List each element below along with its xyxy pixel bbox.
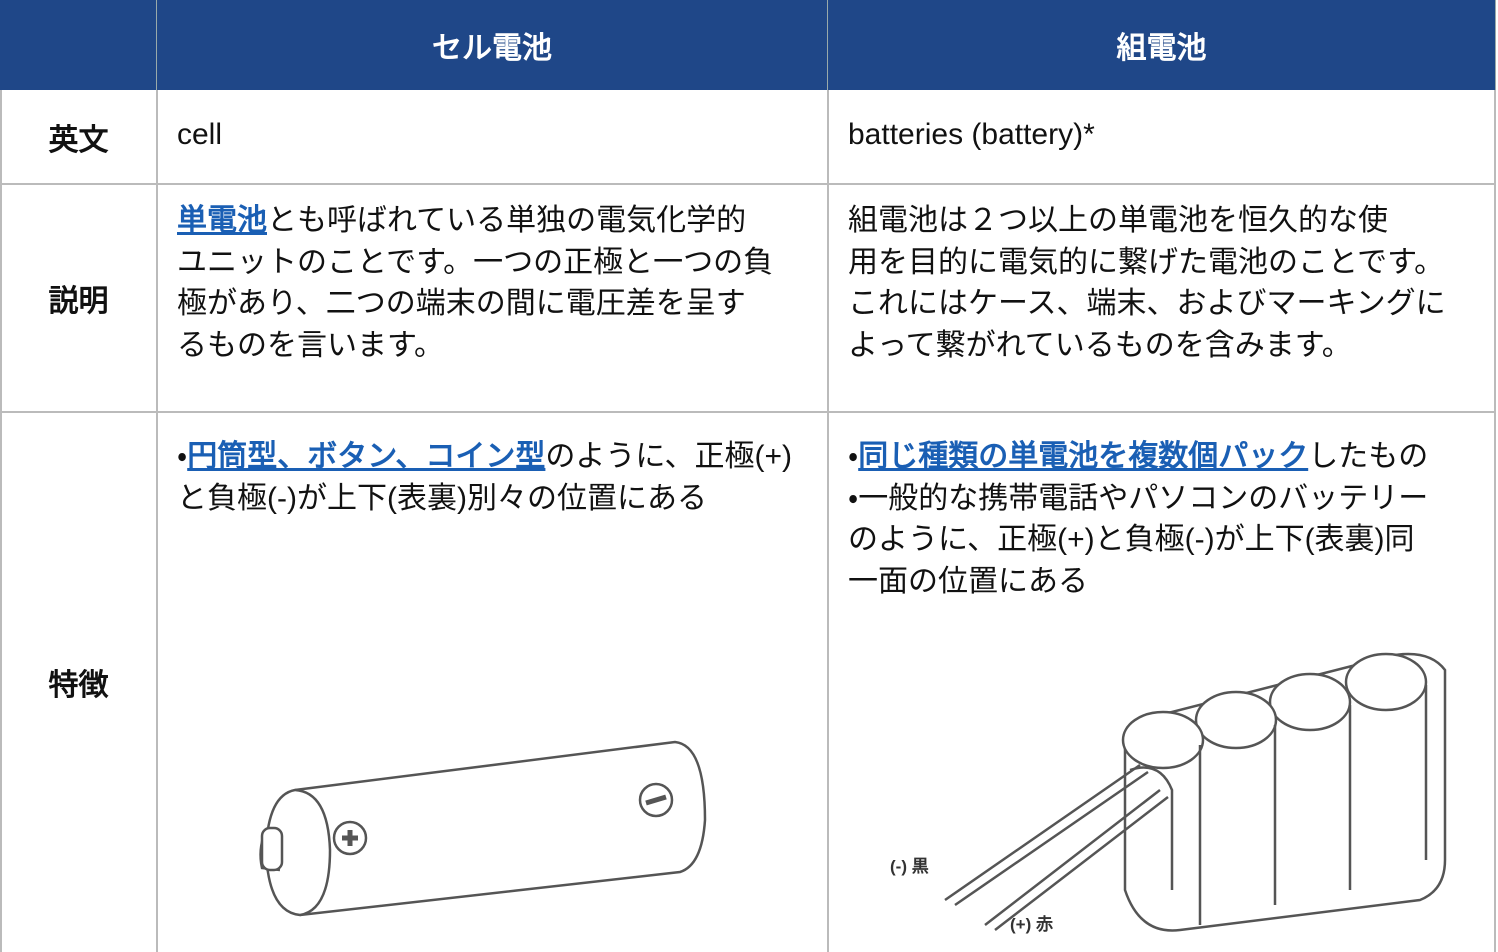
text: 極があり、二つの端末の間に電圧差を呈す <box>177 287 746 320</box>
text: 用を目的に電気的に繋げた電池のことです。 <box>848 245 1445 279</box>
text-line: のように、正極(+)と負極(-)が上下(表裏)同 <box>848 519 1428 561</box>
row-border <box>0 411 1496 413</box>
col-border <box>1494 90 1496 952</box>
link[interactable]: 同じ種類の単電池を複数個パック <box>858 440 1309 473</box>
header-cell: 組電池 <box>828 0 1496 90</box>
wire-label: (-) 黒 <box>890 857 929 876</box>
row-label: 説明 <box>48 284 109 318</box>
text: ・一般的な携帯電話やパソコンのバッテリー <box>848 481 1429 515</box>
text: したもの <box>1308 440 1429 473</box>
text: のように、正極(+) <box>545 440 793 473</box>
row-label: 特徴 <box>48 669 109 702</box>
battery-pack-illustration <box>944 652 1447 932</box>
cell: ・円筒型、ボタン、コイン型のように、正極(+) と負極(-)が上下(表裏)別々の位… <box>177 436 792 519</box>
text: batteries (battery)* <box>848 118 1095 151</box>
col-border <box>827 90 829 952</box>
text-line: ユニットのことです。一つの正極と一つの負 <box>177 242 773 284</box>
text-line: 一面の位置にある <box>848 561 1428 603</box>
header-cell: セル電池 <box>157 0 828 90</box>
text: 組電池は２つ以上の単電池を恒久的な使 <box>848 204 1388 237</box>
cell-battery-illustration <box>259 740 707 917</box>
text-line: 極があり、二つの端末の間に電圧差を呈す <box>177 283 773 325</box>
col-border <box>156 90 158 952</box>
text: のように、正極(+)と負極(-)が上下(表裏)同 <box>848 523 1415 556</box>
text-line: 用を目的に電気的に繋げた電池のことです。 <box>848 242 1446 284</box>
text-line: ・同じ種類の単電池を複数個パックしたもの <box>848 436 1428 478</box>
cell: 単電池とも呼ばれている単独の電気化学的 ユニットのことです。一つの正極と一つの負極… <box>177 200 773 366</box>
link[interactable]: 円筒型、ボタン、コイン型 <box>187 440 546 473</box>
text-line: cell <box>177 114 222 156</box>
text: よって繋がれているものを含みます。 <box>848 328 1352 362</box>
text-line: 単電池とも呼ばれている単独の電気化学的 <box>177 200 773 242</box>
text: ・ <box>848 440 859 473</box>
cell: cell <box>177 114 222 156</box>
link[interactable]: 単電池 <box>177 204 267 237</box>
text-line: よって繋がれているものを含みます。 <box>848 325 1446 367</box>
text: これにはケース、端末、およびマーキングに <box>848 287 1446 320</box>
text: ・ <box>177 440 188 473</box>
text-line: ・一般的な携帯電話やパソコンのバッテリー <box>848 478 1428 520</box>
text: とも呼ばれている単独の電気化学的 <box>267 204 747 237</box>
text: と負極(-)が上下(表裏)別々の位置にある <box>177 481 707 515</box>
text-line: るものを言います。 <box>177 325 773 367</box>
row-label: 英文 <box>48 123 109 157</box>
text-line: ・円筒型、ボタン、コイン型のように、正極(+) <box>177 436 792 478</box>
wire-label: (+) 赤 <box>1010 914 1053 934</box>
row-border <box>0 183 1496 185</box>
text: 一面の位置にある <box>848 564 1088 598</box>
text: cell <box>177 118 223 151</box>
cell: 組電池は２つ以上の単電池を恒久的な使用を目的に電気的に繋げた電池のことです。 これ… <box>848 200 1446 366</box>
text-line: と負極(-)が上下(表裏)別々の位置にある <box>177 478 792 520</box>
text-line: batteries (battery)* <box>848 114 1095 156</box>
text: ユニットのことです。一つの正極と一つの負 <box>177 245 774 279</box>
col-border <box>0 90 2 952</box>
text: るものを言います。 <box>177 328 444 362</box>
text-line: 組電池は２つ以上の単電池を恒久的な使 <box>848 200 1446 242</box>
header-corner <box>0 0 157 90</box>
cell: ・同じ種類の単電池を複数個パックしたもの ・一般的な携帯電話やパソコンのバッテリー… <box>848 436 1428 602</box>
text-line: これにはケース、端末、およびマーキングに <box>848 283 1446 325</box>
cell: batteries (battery)* <box>848 114 1095 156</box>
